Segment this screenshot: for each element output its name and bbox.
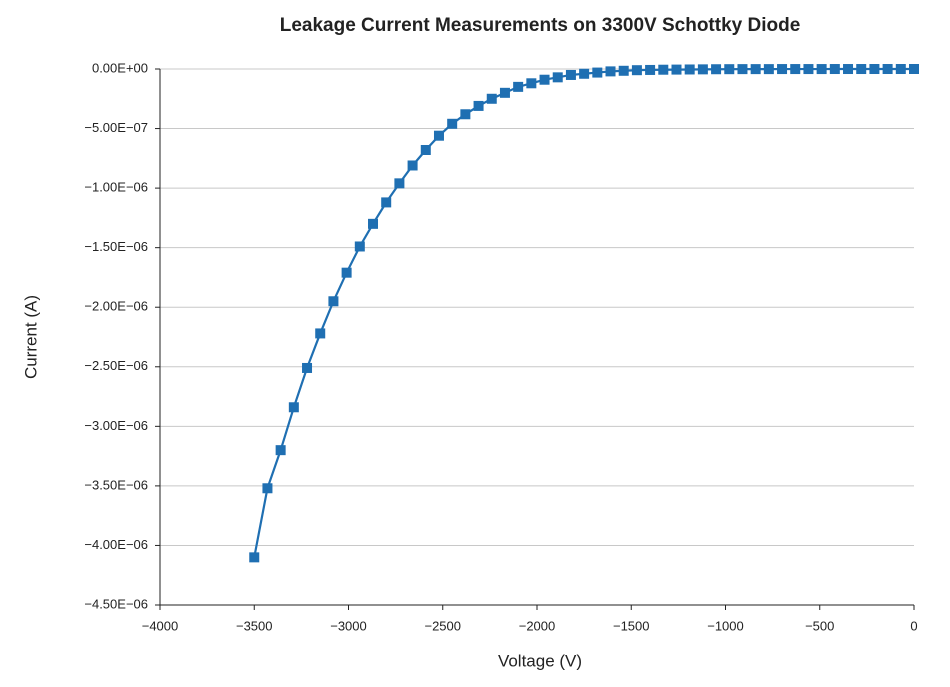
data-point xyxy=(565,69,576,80)
series-line xyxy=(253,67,915,558)
data-point xyxy=(909,64,919,74)
data-point xyxy=(697,64,708,75)
data-point xyxy=(381,197,392,208)
y-tick-label: −3.00E−06 xyxy=(84,418,148,433)
data-point xyxy=(420,144,431,155)
data-point xyxy=(737,64,748,75)
data-point xyxy=(407,160,418,171)
y-tick-label: −4.00E−06 xyxy=(84,537,148,552)
y-tick-label: −1.50E−06 xyxy=(84,239,148,254)
data-point xyxy=(288,402,299,413)
data-point xyxy=(592,67,603,78)
data-point xyxy=(526,78,537,89)
data-point xyxy=(684,64,695,75)
data-point xyxy=(275,445,286,456)
data-point xyxy=(341,267,352,278)
chart-title: Leakage Current Measurements on 3300V Sc… xyxy=(280,15,801,36)
x-tick-label: −4000 xyxy=(142,618,179,633)
data-point xyxy=(711,64,722,75)
data-point xyxy=(658,64,669,75)
data-point xyxy=(315,328,326,339)
x-tick-label: −1000 xyxy=(707,618,744,633)
data-point xyxy=(816,64,827,75)
data-point xyxy=(618,65,629,76)
data-point xyxy=(631,65,642,76)
x-tick-label: −2000 xyxy=(519,618,556,633)
data-point xyxy=(763,64,774,75)
data-point xyxy=(605,66,616,77)
data-point xyxy=(328,296,339,307)
data-point xyxy=(790,64,801,75)
data-point xyxy=(856,64,867,75)
data-point xyxy=(460,109,471,120)
y-tick-label: −1.00E−06 xyxy=(84,180,148,195)
y-tick-label: −5.00E−07 xyxy=(84,120,148,135)
x-tick-label: 0 xyxy=(910,618,917,633)
y-tick-label: −3.50E−06 xyxy=(84,477,148,492)
data-point xyxy=(803,64,814,75)
data-point xyxy=(486,93,497,104)
data-point xyxy=(645,64,656,75)
data-point xyxy=(882,64,893,75)
data-point xyxy=(552,72,563,83)
data-point xyxy=(829,64,840,75)
data-point xyxy=(499,87,510,98)
x-tick-label: −1500 xyxy=(613,618,650,633)
y-tick-label: −2.50E−06 xyxy=(84,358,148,373)
data-point xyxy=(513,81,524,92)
data-point xyxy=(539,74,550,85)
data-point xyxy=(895,64,906,75)
y-tick-label: −4.50E−06 xyxy=(84,596,148,611)
y-axis-title: Current (A) xyxy=(21,295,40,379)
data-point xyxy=(394,178,405,189)
data-point xyxy=(869,64,880,75)
x-tick-label: −2500 xyxy=(424,618,461,633)
data-point xyxy=(843,64,854,75)
data-point xyxy=(777,64,788,75)
y-tick-label: −2.00E−06 xyxy=(84,299,148,314)
x-tick-label: −3500 xyxy=(236,618,273,633)
data-point xyxy=(473,100,484,111)
data-point xyxy=(750,64,761,75)
data-point xyxy=(354,241,365,252)
data-point xyxy=(579,68,590,79)
data-point xyxy=(249,552,260,563)
data-point xyxy=(671,64,682,75)
x-tick-label: −3000 xyxy=(330,618,367,633)
x-tick-label: −500 xyxy=(805,618,834,633)
data-point xyxy=(724,64,735,75)
data-point xyxy=(262,483,273,494)
data-point xyxy=(368,218,379,229)
data-point xyxy=(433,130,444,141)
x-axis-title: Voltage (V) xyxy=(498,651,582,670)
data-point xyxy=(302,362,313,373)
y-tick-label: 0.00E+00 xyxy=(92,60,148,75)
data-point xyxy=(447,118,458,129)
